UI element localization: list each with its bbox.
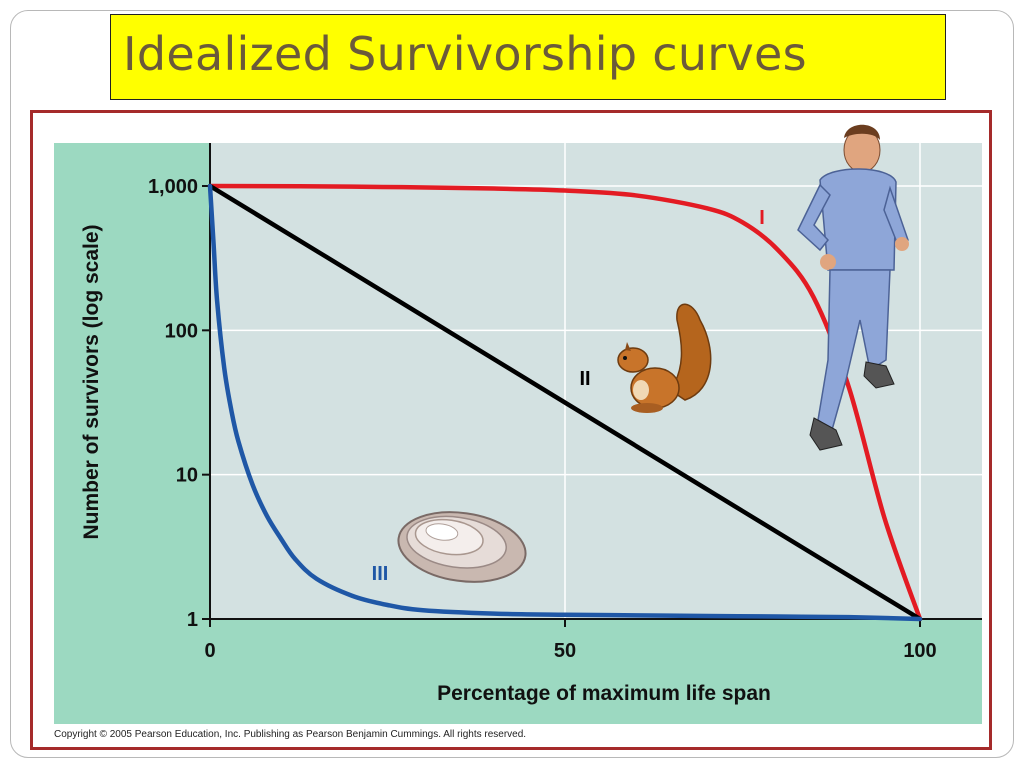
series-II-line xyxy=(207,183,923,622)
slide-title: Idealized Survivorship curves xyxy=(123,27,807,81)
x-axis-title: Percentage of maximum life span xyxy=(437,682,771,705)
y-axis-title: Number of survivors (log scale) xyxy=(80,224,103,539)
icon-layer xyxy=(397,124,909,583)
series-III-label: III xyxy=(372,563,389,585)
series-II-label: II xyxy=(579,368,590,390)
y-tick-label: 100 xyxy=(165,320,198,342)
y-tick-label: 10 xyxy=(176,465,198,487)
series-I-label: I xyxy=(759,207,765,229)
x-tick-label: 100 xyxy=(903,640,936,662)
title-box: Idealized Survivorship curves xyxy=(110,14,946,100)
y-tick-label: 1 xyxy=(187,609,198,631)
axes-layer: 1 10 100 1,000 0 50 100 Percentage of maximum l… xyxy=(80,143,982,705)
squirrel-icon xyxy=(617,303,712,413)
oyster-shell-icon xyxy=(397,511,527,583)
y-tick-label: 1,000 xyxy=(148,176,198,198)
series-I-line xyxy=(207,183,923,622)
copyright-text: Copyright © 2005 Pearson Education, Inc.… xyxy=(54,729,527,740)
x-tick-label: 0 xyxy=(204,640,215,662)
series-III-line xyxy=(207,183,923,622)
x-tick-label: 50 xyxy=(554,640,576,662)
jogging-man-icon xyxy=(797,124,909,451)
